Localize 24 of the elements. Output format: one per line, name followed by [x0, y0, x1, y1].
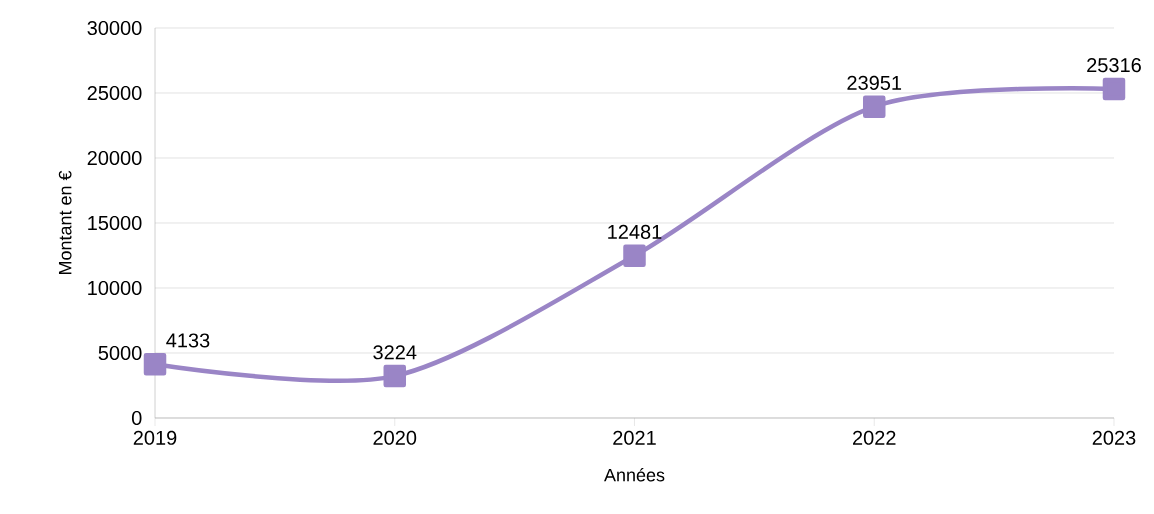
point	[862, 95, 886, 118]
y-tick-label: 5000	[98, 345, 142, 361]
data-label: 25316	[1087, 58, 1141, 73]
y-tick-label: 10000	[88, 280, 142, 296]
y-axis-title: Montant en €	[58, 170, 72, 275]
x-tick-label: 2020	[373, 430, 417, 445]
y-tick-label: 15000	[88, 215, 142, 231]
x-axis-title: Années	[604, 468, 665, 482]
point	[623, 244, 646, 267]
x-tick-label: 2019	[133, 430, 177, 445]
y-tick-label: 0	[131, 410, 142, 426]
x-tick-label: 2022	[853, 430, 896, 445]
point	[1102, 77, 1126, 101]
point	[143, 353, 167, 376]
data-label: 3224	[373, 345, 417, 360]
y-tick-label: 30000	[87, 20, 142, 36]
data-label: 12481	[608, 224, 662, 240]
data-label: 23951	[847, 75, 902, 90]
x-tick-label: 2023	[1092, 430, 1136, 445]
data-label: 4133	[166, 333, 210, 348]
point	[383, 364, 407, 388]
y-tick-label: 20000	[87, 150, 142, 166]
y-tick-label: 25000	[87, 85, 142, 101]
x-tick-label: 2021	[613, 430, 656, 445]
